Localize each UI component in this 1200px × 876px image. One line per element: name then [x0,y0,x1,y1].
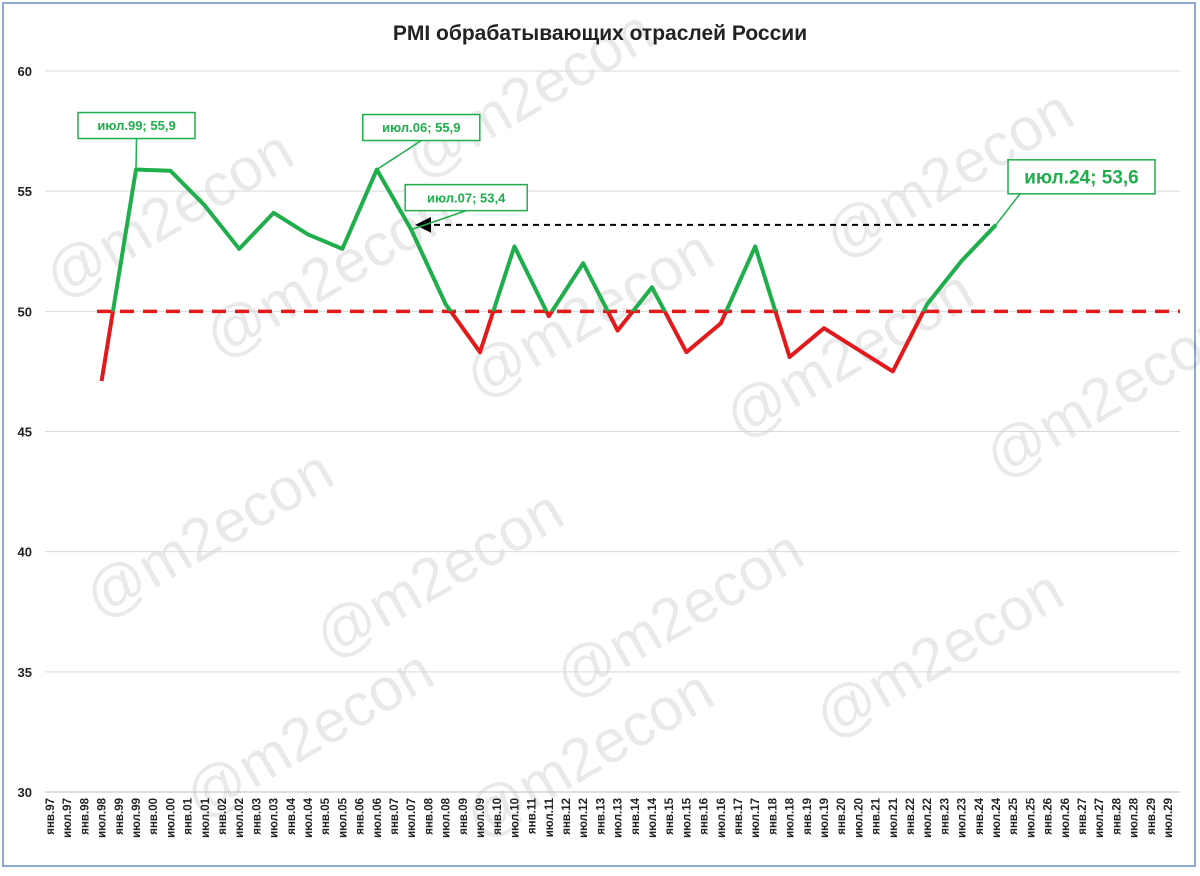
x-tick-label: янв.03 [251,798,263,835]
annotation-label: июл.06; 55,9 [382,120,460,135]
y-tick-label: 45 [18,425,32,440]
x-tick-label: июл.19 [819,798,831,838]
x-tick-label: янв.15 [664,797,676,834]
x-tick-label: янв.09 [458,798,470,835]
x-tick-label: янв.13 [595,798,607,835]
line-below [99,311,926,382]
annotation-box [1007,159,1156,195]
x-tick-label: янв.21 [871,797,883,834]
x-tick-label: июл.28 [1129,797,1141,838]
y-tick-label: 55 [18,184,32,199]
annotation-label: июл.07; 53,4 [427,190,506,205]
x-tick-label: июл.98 [97,797,109,838]
x-tick-label: янв.14 [630,797,642,834]
x-tick-label: янв.11 [527,797,539,834]
annotation-leader [995,193,1021,226]
x-tick-label: янв.98 [79,797,91,834]
x-tick-label: июл.21 [888,797,900,838]
chart-title: PMI обрабатывающих отраслей России [393,22,807,45]
x-tick-label: янв.22 [905,798,917,835]
annotation-label: июл.24; 53,6 [1024,168,1139,189]
x-tick-label: июл.20 [853,798,865,838]
x-tick-label: июл.26 [1060,798,1072,838]
x-tick-label: янв.04 [286,797,298,834]
x-tick-label: июл.00 [165,798,177,838]
x-tick-label: июл.24 [991,797,1003,838]
x-tick-label: янв.28 [1111,797,1123,834]
annotation-label: июл.99; 55,9 [97,118,175,133]
x-tick-label: янв.19 [802,798,814,835]
x-tick-label: июл.06 [372,798,384,838]
x-tick-label: янв.20 [836,798,848,835]
x-tick-label: июл.02 [234,798,246,838]
x-tick-label: июл.29 [1163,798,1175,838]
y-tick-label: 50 [18,304,32,319]
x-tick-label: янв.08 [423,797,435,834]
x-tick-label: июл.04 [303,797,315,838]
y-tick-label: 60 [18,64,32,79]
x-tick-label: янв.12 [561,798,573,835]
x-tick-label: июл.16 [716,798,728,838]
annotation-box [362,113,481,142]
x-tick-label: июл.09 [475,798,487,838]
x-tick-label: янв.17 [733,798,745,835]
x-tick-label: июл.23 [957,798,969,838]
x-tick-label: янв.24 [974,797,986,834]
x-tick-label: янв.26 [1043,798,1055,835]
x-tick-label: июл.05 [337,797,349,838]
x-tick-label: июл.15 [681,797,693,838]
x-tick-label: янв.99 [114,798,126,835]
x-tick-label: янв.29 [1146,798,1158,835]
annotation-leader [410,209,467,231]
x-tick-label: июл.25 [1025,797,1037,838]
x-tick-label: июл.99 [131,798,143,838]
x-tick-label: июл.07 [406,798,418,838]
x-tick-label: июл.01 [200,797,212,838]
x-tick-label: янв.25 [1008,797,1020,834]
x-tick-label: янв.06 [355,798,367,835]
x-tick-label: июл.27 [1094,798,1106,838]
x-tick-label: июл.13 [613,798,625,838]
y-tick-label: 30 [18,785,32,800]
x-tick-label: июл.14 [647,797,659,838]
x-tick-label: янв.02 [217,798,229,835]
annotation-box [77,111,196,140]
x-tick-label: янв.00 [148,798,160,835]
x-tick-label: июл.12 [578,798,590,838]
x-tick-label: июл.11 [544,797,556,837]
y-tick-label: 35 [18,665,32,680]
annotation-leader [135,138,138,170]
x-tick-label: янв.23 [939,798,951,835]
x-tick-label: янв.18 [767,797,779,834]
annotation-leader [376,139,422,171]
x-tick-label: июл.17 [750,798,762,838]
x-tick-label: янв.01 [183,797,195,834]
x-tick-label: янв.27 [1077,798,1089,835]
x-tick-label: июл.08 [441,797,453,838]
line-above [110,167,998,312]
x-tick-label: янв.05 [320,797,332,834]
x-tick-label: янв.07 [389,798,401,835]
x-tick-label: июл.18 [785,797,797,838]
y-tick-label: 40 [18,545,32,560]
x-tick-label: июл.22 [922,798,934,838]
x-tick-label: июл.03 [269,798,281,838]
x-tick-label: июл.97 [62,798,74,838]
x-tick-label: янв.16 [699,798,711,835]
annotation-box [404,183,528,212]
x-tick-label: янв.97 [45,798,57,835]
x-tick-label: янв.10 [492,798,504,835]
x-tick-label: июл.10 [509,798,521,838]
